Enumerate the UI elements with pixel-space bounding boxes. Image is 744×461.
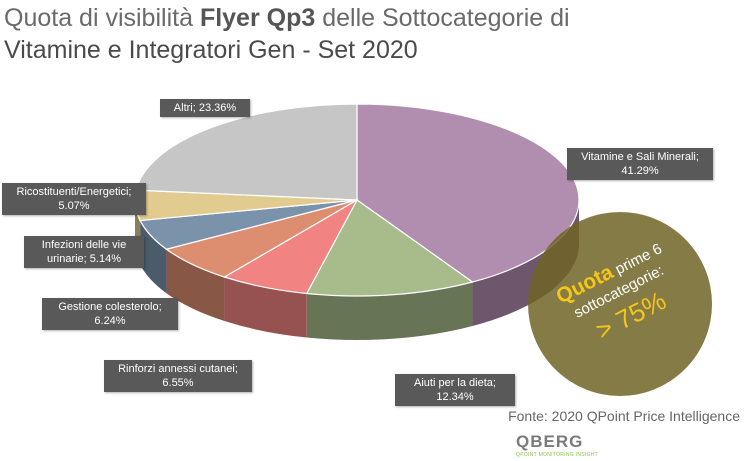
data-label-category: Gestione colesterolo: [58, 301, 159, 313]
data-label-value: 23.36%: [198, 102, 237, 114]
data-label-separator: ;: [695, 151, 699, 163]
data-label-separator: ;: [234, 363, 238, 375]
data-label: Rinforzi annessi cutanei; 6.55%: [104, 360, 252, 392]
data-label-value: 5.07%: [58, 200, 90, 212]
data-label: Aiuti per la dieta; 12.34%: [395, 374, 515, 406]
source: Fonte: 2020 QPoint Price Intelligence: [508, 408, 740, 424]
logo-tagline: QPOINT MONITORING INSIGHT: [516, 452, 599, 458]
data-label: Altri; 23.36%: [160, 99, 250, 117]
data-label-separator: ;: [192, 102, 196, 114]
data-label-value: 12.34%: [436, 391, 474, 403]
data-label-category: Altri: [173, 102, 193, 114]
data-label-category: Vitamine e Sali Minerali: [581, 151, 696, 163]
logo-name: QBERG: [516, 432, 584, 451]
data-label-value: 6.24%: [94, 315, 126, 327]
title-lead: Quota di visibilità: [4, 4, 193, 32]
data-label: Infezioni delle vie urinarie; 5.14%: [24, 236, 144, 268]
chart-title: Quota di visibilità Flyer Qp3 delle Sott…: [4, 4, 570, 33]
annotation: Quota prime 6 sottocategorie: > 75%: [528, 212, 712, 396]
slice-side: [140, 220, 167, 294]
data-label: Vitamine e Sali Minerali; 41.29%: [567, 148, 713, 180]
data-label-separator: ;: [83, 253, 87, 265]
slice: [135, 103, 358, 201]
data-label-value: 41.29%: [621, 165, 659, 177]
data-label-category: Ricostituenti/Energetici: [16, 186, 129, 198]
data-label: Ricostituenti/Energetici; 5.07%: [2, 183, 146, 215]
chart-title-line2: Vitamine e Integratori Gen - Set 2020: [4, 36, 418, 64]
data-label-separator: ;: [492, 377, 496, 389]
data-label: Gestione colesterolo; 6.24%: [42, 298, 178, 330]
logo: QBERG QPOINT MONITORING INSIGHT: [516, 432, 598, 458]
data-label-category: Infezioni delle vie urinarie: [41, 239, 127, 265]
data-label-separator: ;: [128, 186, 132, 198]
slice-side: [224, 277, 307, 338]
title-highlight: Flyer Qp3: [199, 4, 316, 32]
data-label-value: 6.55%: [162, 377, 194, 389]
data-label-category: Rinforzi annessi cutanei: [118, 363, 235, 375]
slice: [305, 199, 474, 297]
data-label-separator: ;: [158, 301, 162, 313]
slice-side: [166, 249, 225, 322]
title-rest: delle Sottocategorie di: [322, 4, 570, 32]
data-label-value: 5.14%: [89, 253, 121, 265]
data-label-category: Aiuti per la dieta: [414, 377, 493, 389]
